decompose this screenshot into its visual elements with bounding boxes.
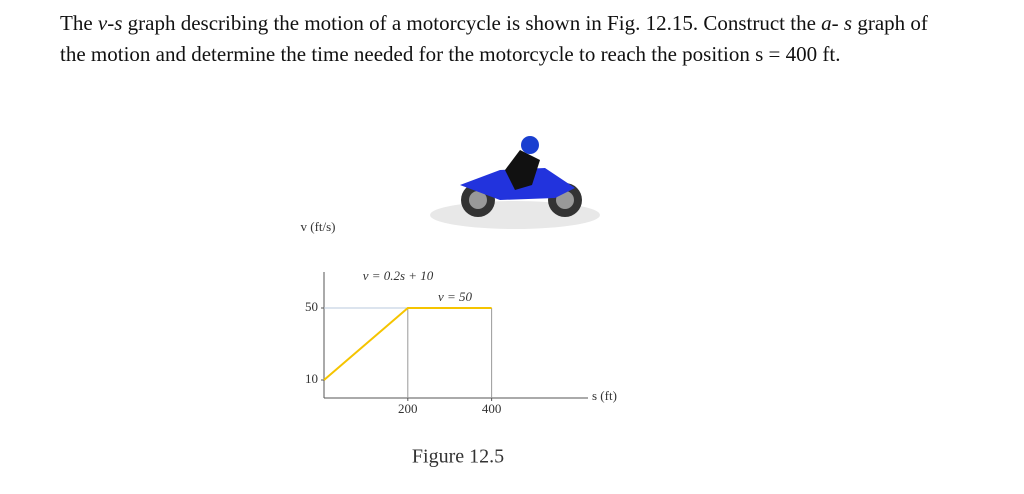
x-axis-label: s (ft) xyxy=(592,388,617,403)
text-run: graph of the motion and determine the ti… xyxy=(60,11,928,66)
caption: Figure 12.5 xyxy=(412,446,504,468)
x-tick-label: 200 xyxy=(398,401,418,416)
text-run: a- xyxy=(821,11,839,35)
text-run: s xyxy=(843,11,853,35)
y-tick-label: 50 xyxy=(305,299,318,314)
text-run: graph describing the motion of a motorcy… xyxy=(122,11,822,35)
text-run: The xyxy=(60,11,98,35)
annotation: v = 0.2s + 10 xyxy=(363,268,434,283)
motorcycle-illustration xyxy=(430,136,600,229)
x-tick-label: 400 xyxy=(482,401,502,416)
y-axis-label: v (ft/s) xyxy=(300,219,335,234)
data-line xyxy=(323,307,492,381)
problem-text: The v-s graph describing the motion of a… xyxy=(60,8,930,70)
y-tick-label: 10 xyxy=(305,371,318,386)
annotation: v = 50 xyxy=(438,289,473,304)
text-run: v-s xyxy=(97,11,123,35)
